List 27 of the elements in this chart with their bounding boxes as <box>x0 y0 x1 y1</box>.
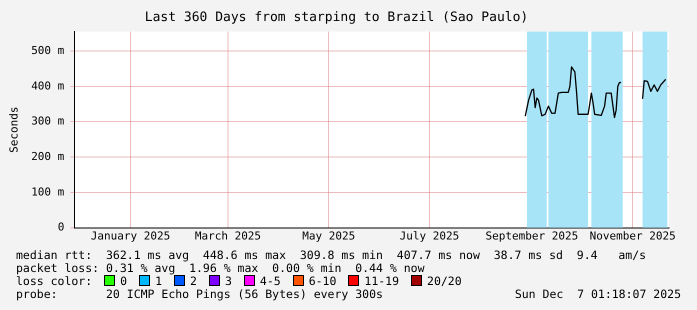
text: 4-5 <box>260 274 281 288</box>
text: 2 <box>190 274 197 288</box>
x-tick-label: September 2025 <box>486 229 578 242</box>
y-tick-label: 200 m <box>31 150 65 163</box>
text: 3 <box>224 274 232 288</box>
text: loss color: <box>16 274 92 288</box>
x-tick-label: January 2025 <box>90 229 170 242</box>
text: packet loss: 0.31 % avg 1.96 % max 0.00 % min 0.44 % now <box>16 261 424 275</box>
y-tick-label: 300 m <box>31 114 65 128</box>
text: 1 <box>155 274 162 288</box>
text: median rtt: 362.1 ms avg 448.6 ms max 309.8 ms min 407.7 ms now 38.7 ms sd 9.4 am/s <box>16 248 646 262</box>
y-tick-label: 0 <box>58 220 64 234</box>
text: 0 <box>120 274 128 288</box>
text: 6-10 <box>308 274 336 288</box>
x-tick-label: May 2025 <box>302 229 356 242</box>
text: 20/20 <box>427 274 462 288</box>
x-tick-label: March 2025 <box>194 229 262 242</box>
y-tick-label: 100 m <box>31 185 65 198</box>
text: Sun Dec 7 01:18:07 2025 <box>514 287 681 301</box>
text: probe: 20 ICMP Echo Pings (56 Bytes) every 300s <box>16 287 383 301</box>
x-tick-label: November 2025 <box>590 229 676 242</box>
y-axis-title: Seconds <box>7 106 20 153</box>
y-tick-label: 400 m <box>31 79 65 92</box>
y-tick-label: 500 m <box>31 44 65 57</box>
text: 11-19 <box>364 274 400 288</box>
chart-title: Last 360 Days from starping to Brazil (Sao Paulo) <box>144 10 528 26</box>
x-tick-label: July 2025 <box>400 229 460 242</box>
